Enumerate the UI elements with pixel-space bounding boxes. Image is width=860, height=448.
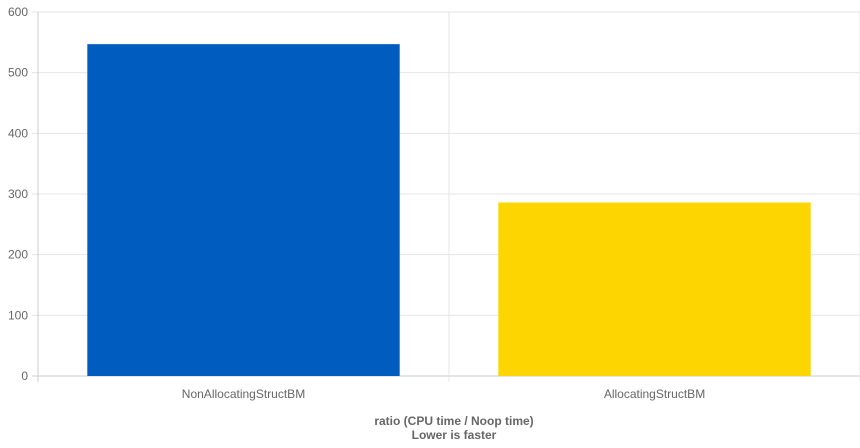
x-tick-label: AllocatingStructBM (604, 387, 705, 401)
x-axis: NonAllocatingStructBM AllocatingStructBM (182, 387, 705, 401)
y-axis: 0 100 200 300 400 500 600 (8, 5, 28, 383)
y-tick-label: 300 (8, 187, 28, 201)
y-tick-label: 600 (8, 5, 28, 19)
x-axis-title-line-2: Lower is faster (412, 428, 497, 442)
x-tick-label: NonAllocatingStructBM (182, 387, 305, 401)
y-tick-label: 100 (8, 308, 28, 322)
bars (87, 44, 811, 377)
x-axis-title-line-1: ratio (CPU time / Noop time) (374, 414, 533, 428)
x-axis-title: ratio (CPU time / Noop time) Lower is fa… (374, 414, 533, 442)
bar (498, 202, 811, 376)
bar (87, 44, 400, 377)
y-tick-label: 400 (8, 126, 28, 140)
y-tick-label: 200 (8, 248, 28, 262)
y-tick-label: 500 (8, 66, 28, 80)
y-tick-label: 0 (21, 369, 28, 383)
